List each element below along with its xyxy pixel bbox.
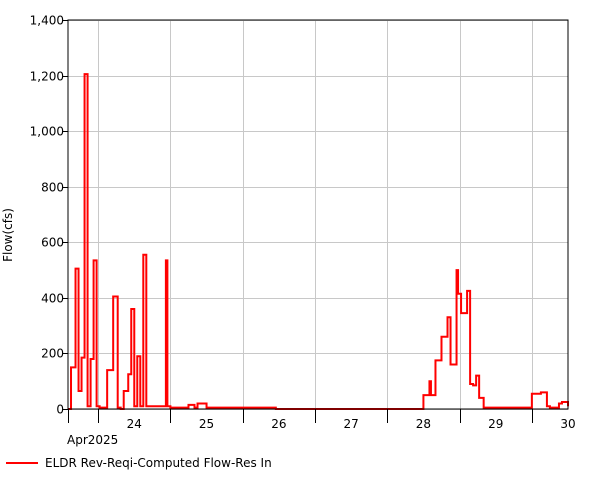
y-tick-label: 400 — [41, 292, 64, 306]
x-tick-label: 29 — [488, 417, 503, 431]
legend-swatch — [6, 462, 38, 464]
plot-border — [67, 19, 569, 410]
x-month-label: Apr2025 — [67, 433, 118, 447]
y-axis: 0 200 400 600 800 1,000 1,200 1,400 — [30, 14, 68, 417]
y-tick-label: 1,400 — [30, 14, 64, 28]
y-axis-title: Flow(cfs) — [1, 208, 15, 262]
x-tick-label: 25 — [199, 417, 214, 431]
plot-area — [68, 20, 568, 409]
x-axis: 24 25 26 27 28 29 30 — [68, 409, 576, 431]
x-tick-label: 28 — [416, 417, 431, 431]
y-tick-label: 1,200 — [30, 70, 64, 84]
x-tick-label: 30 — [560, 417, 575, 431]
x-tick-label: 27 — [343, 417, 358, 431]
y-tick-label: 600 — [41, 236, 64, 250]
series-layer — [68, 73, 569, 410]
legend: ELDR Rev-Reqi-Computed Flow-Res In — [6, 456, 272, 470]
y-tick-label: 200 — [41, 347, 64, 361]
x-tick-label: 24 — [127, 417, 142, 431]
x-tick-label: 26 — [271, 417, 286, 431]
series-line — [68, 73, 569, 410]
legend-label: ELDR Rev-Reqi-Computed Flow-Res In — [45, 456, 272, 470]
y-tick-label: 0 — [56, 403, 64, 417]
y-tick-label: 1,000 — [30, 125, 64, 139]
y-tick-label: 800 — [41, 181, 64, 195]
